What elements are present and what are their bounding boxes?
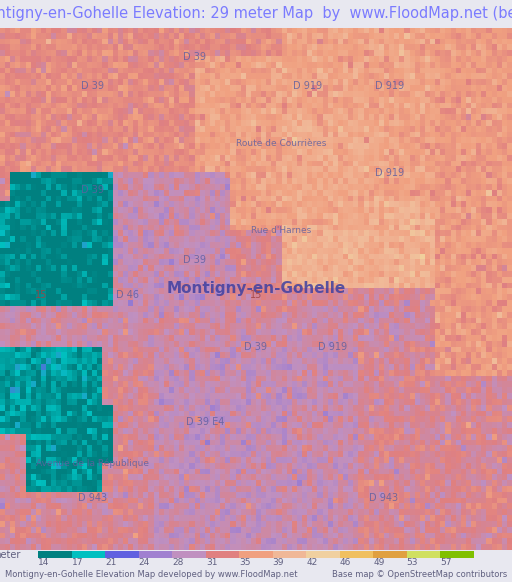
Text: 42: 42 (306, 558, 317, 567)
Text: 53: 53 (407, 558, 418, 567)
Text: 39: 39 (273, 558, 284, 567)
Text: meter: meter (0, 550, 20, 560)
Text: 17: 17 (72, 558, 83, 567)
Bar (139, 551, 173, 559)
Bar (339, 551, 373, 559)
Bar (38, 551, 72, 559)
Text: D 943: D 943 (78, 493, 106, 503)
Text: 15: 15 (250, 290, 262, 300)
Text: 46: 46 (339, 558, 351, 567)
Text: D 919: D 919 (293, 81, 322, 91)
Text: 31: 31 (206, 558, 217, 567)
Bar (105, 551, 139, 559)
Text: Route de Courrières: Route de Courrières (237, 140, 327, 148)
Text: D 39: D 39 (183, 255, 206, 265)
Text: 21: 21 (105, 558, 117, 567)
Text: Montigny-en-Gohelle: Montigny-en-Gohelle (166, 282, 346, 296)
Text: Base map © OpenStreetMap contributors: Base map © OpenStreetMap contributors (332, 570, 507, 579)
Bar (72, 551, 105, 559)
Bar (440, 551, 474, 559)
Bar (373, 551, 407, 559)
Text: 57: 57 (440, 558, 452, 567)
Bar (407, 551, 440, 559)
Text: D 943: D 943 (370, 493, 398, 503)
Text: 14: 14 (38, 558, 50, 567)
Text: Avenue de la République: Avenue de la République (36, 458, 148, 468)
Text: 28: 28 (173, 558, 184, 567)
Text: Rue d'Harnes: Rue d'Harnes (251, 226, 312, 236)
Text: D 46: D 46 (117, 290, 139, 300)
Text: 35: 35 (239, 558, 251, 567)
Text: D 919: D 919 (375, 81, 403, 91)
Text: 49: 49 (373, 558, 385, 567)
Bar (273, 551, 306, 559)
Bar (239, 551, 273, 559)
Text: D 919: D 919 (318, 342, 347, 352)
Text: Montigny-en-Gohelle Elevation Map developed by www.FloodMap.net: Montigny-en-Gohelle Elevation Map develo… (5, 570, 297, 579)
Text: D 39: D 39 (81, 185, 103, 196)
Text: 15: 15 (35, 290, 47, 300)
Text: Montigny-en-Gohelle Elevation: 29 meter Map  by  www.FloodMap.net (beta): Montigny-en-Gohelle Elevation: 29 meter … (0, 6, 512, 22)
Text: 24: 24 (139, 558, 150, 567)
Bar (206, 551, 239, 559)
Text: D 39 E4: D 39 E4 (186, 417, 224, 427)
Text: D 919: D 919 (375, 168, 403, 178)
Text: D 39: D 39 (245, 342, 267, 352)
Text: D 39: D 39 (183, 52, 206, 62)
Text: D 39: D 39 (81, 81, 103, 91)
Bar (306, 551, 339, 559)
Bar (173, 551, 206, 559)
